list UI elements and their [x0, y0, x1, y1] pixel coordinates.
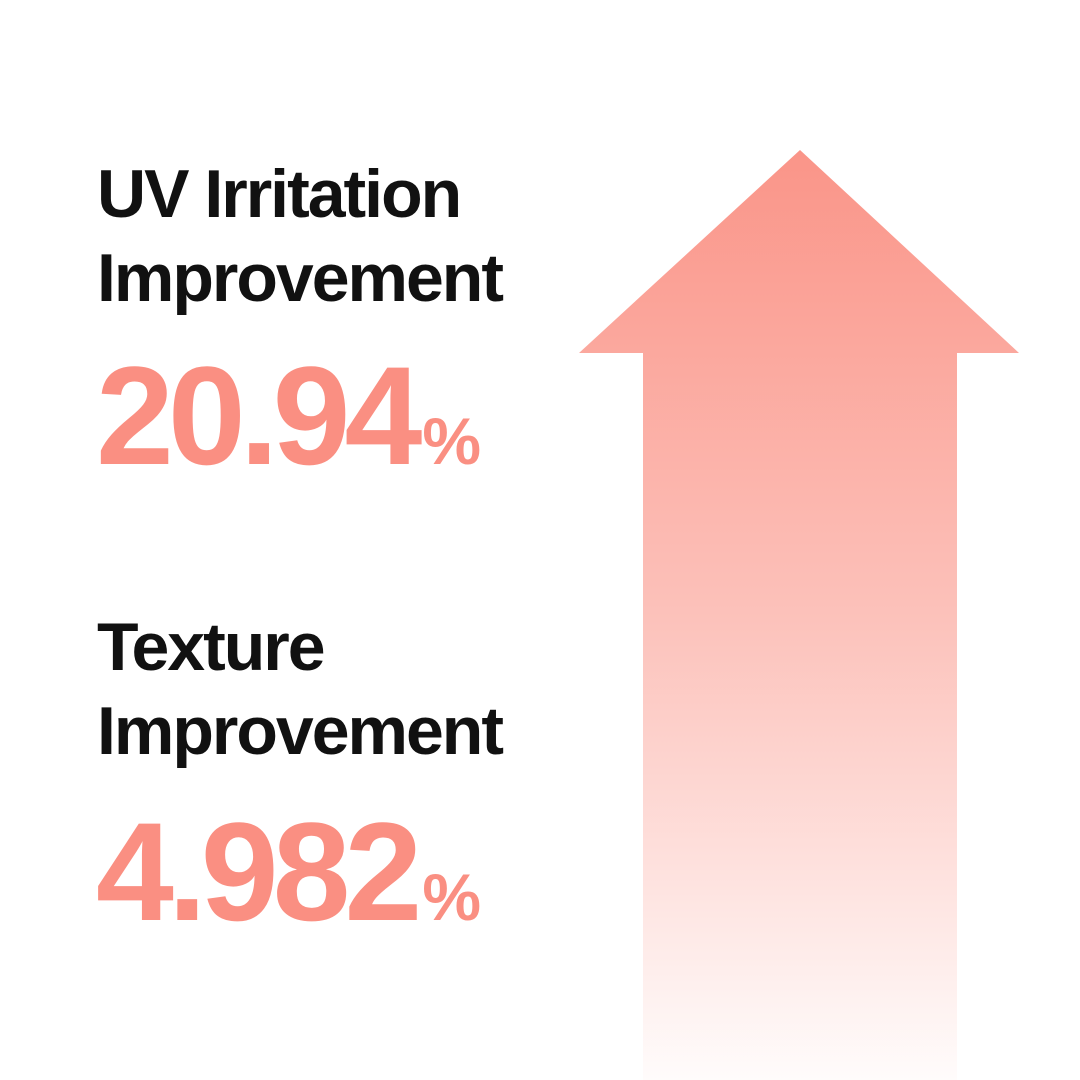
metric-2-label: Texture Improvement	[97, 609, 504, 769]
metric-1-label: UV Irritation Improvement	[97, 156, 504, 316]
metric-1-value: 20.94%	[96, 337, 482, 494]
arrow-shape	[579, 150, 1019, 1080]
metric-2-value: 4.982%	[96, 793, 482, 950]
